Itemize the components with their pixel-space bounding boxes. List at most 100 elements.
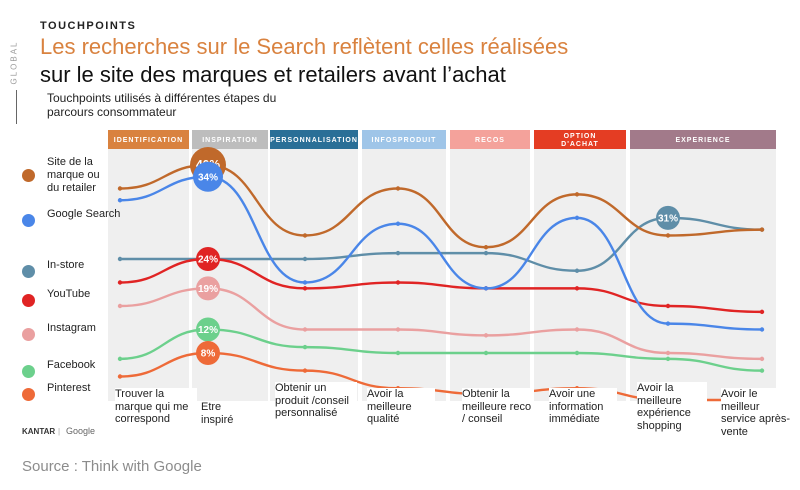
stage-label-2: INSPIRATION	[202, 137, 258, 144]
data-point-1-8	[759, 227, 765, 232]
legend-swatch-5	[22, 328, 35, 341]
data-point-5-4	[395, 327, 401, 332]
legend-label-5: Instagram	[47, 322, 96, 334]
data-point-1-3	[302, 233, 308, 238]
legend-swatch-7	[22, 388, 35, 401]
data-point-6-8	[759, 368, 765, 373]
stage-label-1: IDENTIFICATION	[114, 137, 183, 144]
highlight-bubble-5	[196, 276, 220, 301]
stage-header-6	[534, 130, 626, 149]
stage-header-1	[108, 130, 189, 149]
data-point-1-1	[117, 186, 123, 191]
legend-swatch-4	[22, 294, 35, 307]
data-point-2-5	[483, 286, 489, 291]
data-point-4-8	[759, 309, 765, 315]
stage-band-3	[270, 131, 358, 401]
highlight-label-4: 24%	[198, 255, 218, 266]
page-title-line-2: sur le site des marques et retailers ava…	[40, 62, 506, 87]
data-point-5-7	[665, 350, 671, 356]
stage-label-3: PERSONNALISATION	[270, 137, 358, 144]
highlight-label-3: 31%	[658, 213, 678, 224]
legend-label-2: Google Search	[47, 208, 121, 220]
data-point-7-1	[117, 374, 123, 379]
brand-separator: |	[58, 427, 61, 436]
stage-label-7: EXPERIENCE	[675, 137, 730, 144]
data-point-6-5	[483, 350, 489, 356]
kantar-logo: KANTAR	[22, 427, 56, 436]
journey-step-6: Avoir une information immédiate	[549, 388, 617, 426]
journey-step-8: Avoir le meilleur service après-vente	[721, 388, 791, 438]
data-point-7-3	[302, 368, 308, 373]
chart-subtitle: Touchpoints utilisés à différentes étape…	[47, 91, 277, 119]
legend-label-1: Site de la marque ou du retailer	[47, 156, 100, 194]
data-point-3-1	[117, 256, 123, 262]
journey-step-2: Etre inspiré	[201, 401, 253, 426]
data-point-1-7	[665, 233, 671, 238]
legend-label-4: YouTube	[47, 288, 91, 300]
stage-label-5: RECOS	[475, 137, 505, 144]
data-point-2-4	[395, 221, 401, 226]
stage-label-6: OPTION D'ACHAT	[561, 133, 599, 148]
stage-label-4: INFOSPRODUIT	[372, 137, 437, 144]
highlight-label-7: 8%	[201, 349, 216, 360]
stage-band-4	[362, 131, 446, 401]
source-note: Source : Think with Google	[22, 458, 202, 475]
journey-step-7: Avoir la meilleure expérience shopping	[637, 382, 707, 432]
google-logo: Google	[66, 426, 96, 436]
data-point-2-7	[665, 321, 671, 326]
data-point-3-5	[483, 250, 489, 256]
highlight-bubble-7	[196, 341, 220, 365]
header-divider	[16, 90, 17, 124]
stage-header-2	[192, 130, 268, 149]
data-point-2-6	[574, 215, 580, 221]
stage-header-5	[450, 130, 530, 149]
highlight-bubble-6	[196, 317, 220, 342]
data-point-3-3	[302, 256, 308, 262]
data-point-6-4	[395, 350, 401, 356]
stage-band-5	[450, 131, 530, 401]
journey-step-3: Obtenir un produit /conseil personnalisé	[275, 382, 357, 420]
journey-step-1: Trouver la marque qui me correspond	[115, 388, 197, 426]
highlight-bubble-3	[656, 205, 680, 230]
series-line-1	[118, 163, 764, 249]
data-point-6-6	[574, 350, 580, 356]
data-point-1-5	[483, 245, 489, 250]
data-point-6-1	[117, 356, 123, 362]
data-point-2-1	[117, 198, 123, 203]
legend-label-6: Facebook	[47, 359, 96, 371]
journey-step-4: Avoir la meilleure qualité	[367, 388, 435, 426]
data-point-3-4	[395, 250, 401, 256]
highlight-bubble-4	[196, 247, 220, 271]
stage-header-7	[630, 130, 776, 149]
data-point-4-6	[574, 286, 580, 291]
journey-step-5: Obtenir la meilleure reco / conseil	[462, 388, 534, 426]
data-point-1-6	[574, 192, 580, 197]
stage-band-6	[534, 131, 626, 401]
stage-band-7	[630, 131, 776, 401]
stage-header-3	[270, 130, 358, 149]
data-point-1-4	[395, 186, 401, 191]
legend-swatch-2	[22, 214, 35, 227]
data-point-5-5	[483, 333, 489, 338]
legend-label-3: In-store	[47, 259, 85, 271]
data-point-5-3	[302, 327, 308, 332]
data-point-6-7	[665, 356, 671, 362]
highlight-label-5: 19%	[198, 284, 218, 295]
legend-label-7: Pinterest	[47, 382, 91, 394]
stage-header-4	[362, 130, 446, 149]
data-point-4-1	[117, 280, 123, 285]
kicker-label: TOUCHPOINTS	[40, 20, 137, 32]
highlight-label-6: 12%	[198, 325, 218, 336]
data-point-4-4	[395, 280, 401, 285]
data-point-3-6	[574, 268, 580, 273]
series-line-2	[118, 175, 764, 331]
legend-swatch-1	[22, 169, 35, 182]
data-point-5-6	[574, 327, 580, 332]
data-point-2-8	[759, 327, 765, 332]
data-point-2-3	[302, 280, 308, 285]
data-point-5-1	[117, 303, 123, 309]
highlight-label-2: 34%	[198, 172, 218, 183]
data-point-4-7	[665, 303, 671, 309]
legend-swatch-3	[22, 265, 35, 278]
